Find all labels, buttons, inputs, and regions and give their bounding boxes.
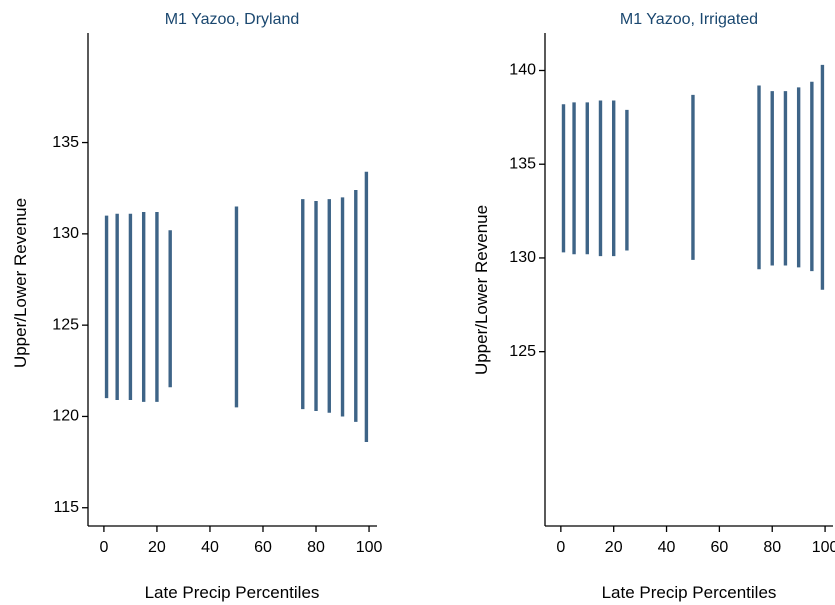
- y-ticks: 125 130 135 140: [509, 62, 545, 360]
- y-tick-label: 125: [509, 343, 536, 360]
- x-tick-label: 0: [99, 539, 108, 556]
- x-tick-label: 40: [658, 539, 676, 556]
- y-tick-label: 135: [509, 155, 536, 172]
- chart-title: M1 Yazoo, Irrigated: [620, 11, 758, 28]
- y-tick-label: 130: [52, 225, 79, 242]
- y-tick-label: 140: [509, 62, 536, 79]
- x-tick-label: 100: [812, 539, 835, 556]
- panel-irrigated: M1 Yazoo, Irrigated Late Precip Percenti…: [472, 11, 835, 602]
- y-tick-label: 130: [509, 249, 536, 266]
- x-tick-label: 60: [254, 539, 272, 556]
- x-tick-label: 80: [307, 539, 325, 556]
- x-tick-label: 80: [763, 539, 781, 556]
- x-tick-label: 40: [201, 539, 219, 556]
- x-tick-label: 0: [556, 539, 565, 556]
- y-tick-label: 120: [52, 408, 79, 425]
- range-bars: [104, 171, 369, 443]
- range-bars: [561, 64, 825, 290]
- y-ticks: 115 120 125 130 135: [52, 134, 88, 516]
- chart-title: M1 Yazoo, Dryland: [165, 11, 300, 28]
- x-tick-label: 100: [356, 539, 383, 556]
- y-tick-label: 115: [53, 499, 79, 516]
- x-tick-label: 20: [605, 539, 623, 556]
- y-axis-label: Upper/Lower Revenue: [472, 205, 491, 375]
- panel-dryland: M1 Yazoo, Dryland Late Precip Percentile…: [11, 11, 382, 602]
- x-ticks: 0 20 40 60 80 100: [99, 526, 382, 556]
- x-tick-label: 20: [148, 539, 166, 556]
- x-ticks: 0 20 40 60 80 100: [556, 526, 835, 556]
- x-axis-label: Late Precip Percentiles: [145, 583, 320, 602]
- x-axis-label: Late Precip Percentiles: [602, 583, 777, 602]
- y-tick-label: 135: [52, 134, 79, 151]
- x-tick-label: 60: [710, 539, 728, 556]
- y-axis-label: Upper/Lower Revenue: [11, 198, 30, 368]
- y-tick-label: 125: [52, 316, 79, 333]
